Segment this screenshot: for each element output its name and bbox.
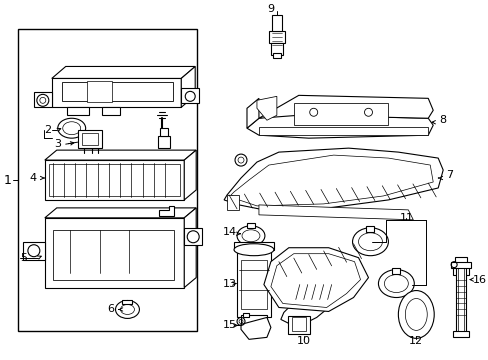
Bar — [122, 300, 132, 305]
Ellipse shape — [283, 270, 323, 285]
Text: 13: 13 — [223, 279, 237, 289]
Bar — [66, 107, 88, 115]
Bar — [291, 318, 305, 331]
Polygon shape — [45, 150, 196, 160]
Polygon shape — [224, 148, 442, 210]
Bar — [18, 29, 197, 331]
Polygon shape — [226, 195, 239, 210]
Bar — [452, 331, 468, 337]
Bar — [158, 136, 170, 148]
Polygon shape — [34, 93, 52, 107]
Bar — [270, 42, 282, 54]
Text: 3: 3 — [54, 139, 61, 149]
Bar — [366, 226, 374, 232]
Polygon shape — [184, 150, 196, 200]
Text: 16: 16 — [472, 275, 486, 285]
Polygon shape — [159, 206, 174, 216]
Polygon shape — [181, 88, 199, 103]
Text: 12: 12 — [408, 336, 423, 346]
Bar — [52, 78, 181, 107]
Polygon shape — [184, 208, 196, 288]
Text: 7: 7 — [445, 170, 452, 180]
Bar — [272, 53, 280, 58]
Bar — [452, 265, 468, 275]
Bar — [53, 230, 174, 280]
Bar — [160, 128, 168, 136]
Ellipse shape — [378, 270, 413, 297]
Bar — [78, 130, 102, 148]
Polygon shape — [259, 95, 432, 118]
Polygon shape — [45, 208, 196, 218]
Bar — [234, 242, 273, 250]
Ellipse shape — [405, 298, 427, 330]
Bar — [455, 265, 465, 334]
Polygon shape — [246, 98, 259, 128]
Polygon shape — [256, 96, 276, 120]
Text: 2: 2 — [44, 125, 51, 135]
Bar — [293, 103, 387, 125]
Bar — [49, 164, 180, 196]
Text: 1: 1 — [4, 174, 12, 186]
Bar — [241, 260, 266, 310]
Text: 9: 9 — [267, 4, 274, 14]
Polygon shape — [280, 278, 343, 327]
Bar — [391, 267, 400, 274]
Bar — [457, 267, 463, 331]
Bar — [268, 31, 284, 42]
Text: 15: 15 — [223, 320, 237, 330]
Bar — [270, 270, 278, 280]
Bar — [243, 314, 248, 318]
Bar — [61, 82, 173, 101]
Text: 5: 5 — [20, 253, 27, 263]
Ellipse shape — [234, 244, 273, 256]
Bar — [102, 107, 119, 115]
Bar — [45, 218, 184, 288]
Polygon shape — [241, 318, 270, 339]
Polygon shape — [181, 67, 195, 107]
Bar — [287, 316, 309, 334]
Bar — [81, 133, 98, 145]
Ellipse shape — [58, 118, 85, 138]
Polygon shape — [259, 205, 412, 220]
Ellipse shape — [62, 122, 81, 135]
Text: 11: 11 — [399, 213, 412, 223]
Bar — [23, 242, 45, 260]
Bar — [450, 262, 470, 267]
Bar — [45, 160, 184, 200]
Polygon shape — [246, 112, 432, 138]
Text: 8: 8 — [438, 115, 446, 125]
Polygon shape — [264, 248, 368, 311]
Polygon shape — [86, 81, 111, 102]
Ellipse shape — [237, 226, 264, 246]
Ellipse shape — [358, 233, 382, 251]
Text: 6: 6 — [107, 305, 114, 315]
Ellipse shape — [120, 305, 134, 314]
Bar — [271, 15, 281, 31]
Bar — [241, 315, 266, 325]
Ellipse shape — [242, 230, 260, 242]
Polygon shape — [52, 67, 195, 78]
Text: 14: 14 — [223, 227, 237, 237]
Bar — [454, 257, 466, 265]
Text: 4: 4 — [30, 173, 37, 183]
Text: 10: 10 — [296, 336, 310, 346]
Bar — [237, 250, 270, 318]
Ellipse shape — [384, 275, 407, 293]
Bar — [246, 223, 254, 228]
Bar — [259, 127, 427, 135]
Ellipse shape — [398, 291, 433, 338]
Ellipse shape — [352, 228, 387, 256]
Polygon shape — [184, 228, 202, 245]
Ellipse shape — [115, 301, 139, 319]
